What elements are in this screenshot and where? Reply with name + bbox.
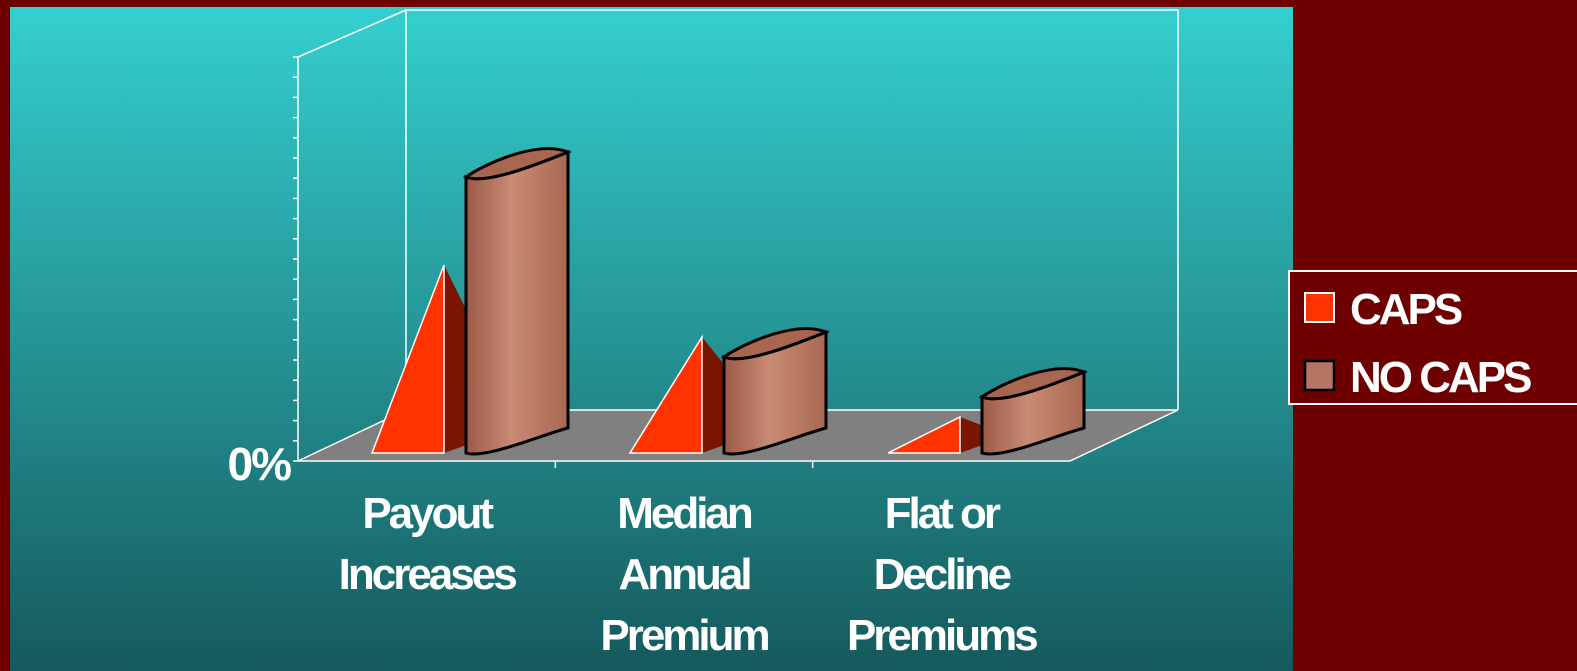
caps-pyramid-face [628, 334, 703, 454]
chart-marks [370, 147, 1089, 456]
x-axis-labels: Payout Increases Median Annual Premium Flat o… [339, 461, 1040, 660]
no-caps-cylinder-top [978, 367, 1089, 401]
no-caps-cylinder-body [464, 149, 570, 456]
legend: CAPS NO CAPS [1288, 270, 1577, 405]
y-axis-zero-label: 0% [228, 438, 292, 490]
no-caps-cylinder [978, 367, 1089, 456]
chart-background [10, 7, 1293, 671]
back-wall-outline [405, 9, 1179, 410]
legend-label-caps: CAPS [1350, 285, 1462, 334]
legend-swatch-no-caps [1303, 359, 1336, 392]
legend-label-no-caps: NO CAPS [1350, 353, 1531, 402]
category-label: Flat or Decline Premiums [847, 489, 1037, 660]
category-label: Payout Increases [339, 489, 517, 599]
no-caps-cylinder [462, 147, 573, 456]
caps-pyramid-face [887, 415, 961, 454]
no-caps-cylinder-top [720, 327, 831, 361]
no-caps-cylinder [720, 327, 831, 456]
no-caps-cylinder-top [462, 147, 573, 181]
category-label: Median Annual Premium [600, 489, 768, 660]
caps-pyramid-face [370, 264, 445, 454]
legend-box [1288, 270, 1577, 405]
legend-swatch-caps [1304, 292, 1335, 323]
y-axis-ticks [293, 56, 298, 462]
